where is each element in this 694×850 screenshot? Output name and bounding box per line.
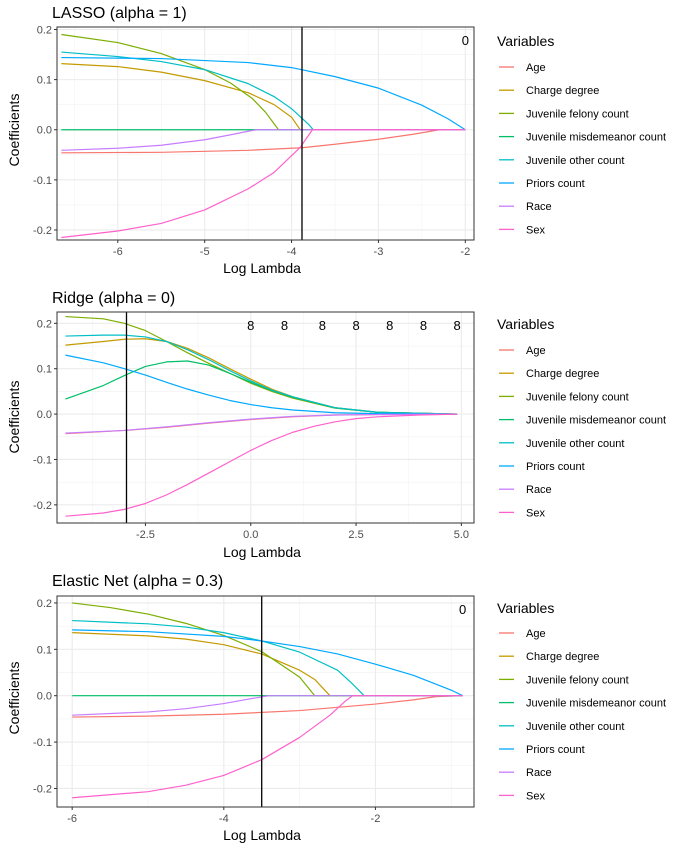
panel-ridge: Ridge (alpha = 0) Coefficients Log Lambd… bbox=[6, 290, 666, 560]
y-tick-label: -0.1 bbox=[33, 175, 52, 187]
panel-title: LASSO (alpha = 1) bbox=[52, 5, 187, 22]
y-tick-label: 0.0 bbox=[37, 691, 52, 703]
y-tick-label: 0.2 bbox=[37, 318, 52, 330]
panel-title: Ridge (alpha = 0) bbox=[52, 290, 175, 307]
plot-area bbox=[57, 27, 474, 240]
x-tick-label: -4 bbox=[219, 813, 229, 825]
panel-border bbox=[56, 595, 475, 808]
series-line-age bbox=[72, 695, 463, 718]
series-line-juvenile-other-count bbox=[72, 619, 463, 697]
y-tick-label: -0.1 bbox=[33, 454, 52, 466]
x-tick-label: -5 bbox=[200, 246, 210, 258]
y-tick-label: -0.2 bbox=[33, 500, 52, 512]
nonzero-count-label: 8 bbox=[420, 318, 427, 333]
legend-label: Charge degree bbox=[526, 368, 599, 380]
series-line-race bbox=[72, 695, 463, 716]
x-tick-label: -2 bbox=[371, 813, 381, 825]
legend-label: Age bbox=[526, 62, 546, 74]
nonzero-count-label: 0 bbox=[462, 33, 469, 48]
legend-label: Juvenile other count bbox=[526, 721, 624, 733]
legend-label: Juvenile other count bbox=[526, 155, 624, 167]
x-tick-label: 5.0 bbox=[454, 529, 469, 541]
y-axis-label: Coefficients bbox=[6, 94, 22, 167]
x-tick-label: -4 bbox=[287, 246, 297, 258]
plot-area bbox=[57, 312, 474, 523]
legend-label: Sex bbox=[526, 790, 545, 802]
legend-label: Race bbox=[526, 201, 552, 213]
y-tick-label: 0.0 bbox=[37, 125, 52, 137]
x-tick-label: -2 bbox=[460, 246, 470, 258]
series-line-juvenile-other-count bbox=[61, 51, 466, 131]
series-line-age bbox=[61, 129, 466, 154]
y-tick-label: -0.1 bbox=[33, 737, 52, 749]
nonzero-count-label: 8 bbox=[319, 318, 326, 333]
x-axis-label: Log Lambda bbox=[223, 260, 301, 276]
legend-label: Sex bbox=[526, 507, 545, 519]
series-line-race bbox=[61, 129, 466, 151]
series-line-juvenile-felony-count bbox=[61, 33, 466, 131]
legend-label: Age bbox=[526, 345, 546, 357]
legend-label: Juvenile other count bbox=[526, 438, 624, 450]
series-line-priors-count bbox=[65, 354, 458, 415]
nonzero-count-label: 8 bbox=[352, 318, 359, 333]
nonzero-count-label: 8 bbox=[386, 318, 393, 333]
series-line-juvenile-other-count bbox=[65, 334, 458, 415]
legend-label: Priors count bbox=[526, 178, 585, 190]
series-line-priors-count bbox=[72, 629, 463, 697]
nonzero-count-label: 8 bbox=[454, 318, 461, 333]
legend-label: Juvenile misdemeanor count bbox=[526, 698, 666, 710]
y-tick-label: 0.1 bbox=[37, 364, 52, 376]
series-line-race bbox=[65, 413, 458, 434]
x-axis-label: Log Lambda bbox=[223, 827, 301, 843]
legend-label: Sex bbox=[526, 224, 545, 236]
x-tick-label: 0.0 bbox=[243, 529, 258, 541]
legend-title: Variables bbox=[497, 600, 554, 616]
y-tick-label: 0.2 bbox=[37, 598, 52, 610]
legend-label: Juvenile felony count bbox=[526, 391, 629, 403]
legend-title: Variables bbox=[497, 33, 554, 49]
x-tick-label: -6 bbox=[67, 813, 77, 825]
legend-label: Juvenile felony count bbox=[526, 674, 629, 686]
y-tick-label: 0.1 bbox=[37, 75, 52, 87]
legend-label: Charge degree bbox=[526, 651, 599, 663]
panel-border bbox=[56, 26, 475, 241]
panel-title: Elastic Net (alpha = 0.3) bbox=[52, 573, 223, 590]
y-axis-label: Coefficients bbox=[6, 381, 22, 454]
series-line-juvenile-felony-count bbox=[72, 602, 463, 697]
series-line-sex bbox=[72, 695, 463, 799]
x-axis-label: Log Lambda bbox=[223, 544, 301, 560]
panel-elastic-net: Elastic Net (alpha = 0.3) Coefficients L… bbox=[6, 573, 666, 843]
x-tick-label: 2.5 bbox=[348, 529, 363, 541]
legend-label: Juvenile felony count bbox=[526, 108, 629, 120]
x-tick-label: -6 bbox=[113, 246, 123, 258]
legend-label: Priors count bbox=[526, 744, 585, 756]
legend-label: Charge degree bbox=[526, 85, 599, 97]
series-line-priors-count bbox=[61, 56, 466, 131]
y-tick-label: 0.0 bbox=[37, 409, 52, 421]
nonzero-count-label: 8 bbox=[281, 318, 288, 333]
legend-label: Juvenile misdemeanor count bbox=[526, 415, 666, 427]
y-tick-label: -0.2 bbox=[33, 225, 52, 237]
nonzero-count-label: 8 bbox=[247, 318, 254, 333]
plot-area bbox=[57, 596, 474, 807]
series-line-charge-degree bbox=[61, 62, 466, 131]
y-tick-label: -0.2 bbox=[33, 783, 52, 795]
series-line-sex bbox=[61, 129, 466, 239]
x-tick-label: -2.5 bbox=[136, 529, 155, 541]
legend-label: Race bbox=[526, 767, 552, 779]
legend-label: Age bbox=[526, 628, 546, 640]
y-tick-label: 0.1 bbox=[37, 644, 52, 656]
panel-border bbox=[56, 311, 475, 524]
series-line-sex bbox=[65, 413, 458, 517]
legend-label: Priors count bbox=[526, 461, 585, 473]
panel-lasso: LASSO (alpha = 1) Coefficients Log Lambd… bbox=[6, 5, 666, 276]
legend-title: Variables bbox=[497, 316, 554, 332]
nonzero-count-label: 0 bbox=[459, 602, 466, 617]
x-tick-label: -3 bbox=[374, 246, 384, 258]
legend-label: Juvenile misdemeanor count bbox=[526, 132, 666, 144]
y-tick-label: 0.2 bbox=[37, 25, 52, 37]
legend-label: Race bbox=[526, 484, 552, 496]
y-axis-label: Coefficients bbox=[6, 662, 22, 735]
